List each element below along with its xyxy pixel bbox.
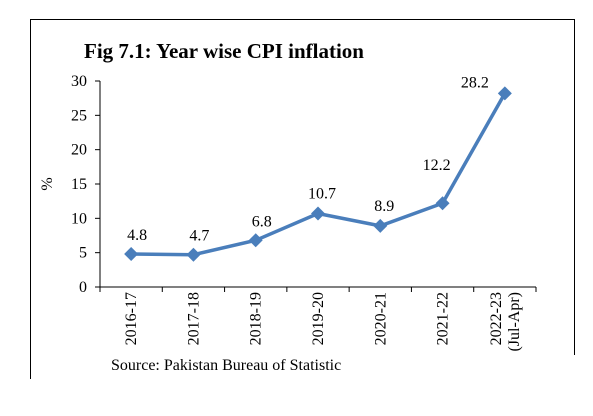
data-point-marker [373, 218, 388, 233]
y-tick-label: 5 [79, 245, 87, 262]
data-point-marker [311, 206, 325, 221]
x-tick-label: 2016-17 [123, 292, 140, 345]
y-axis-title: % [39, 177, 56, 190]
x-tick-label: 2022-23 [488, 292, 505, 345]
y-tick-label: 15 [71, 176, 87, 193]
figure-frame-left [30, 19, 31, 379]
source-note: Source: Pakistan Bureau of Statistic [111, 357, 342, 374]
data-label: 6.8 [252, 213, 272, 230]
data-point-marker [248, 233, 263, 248]
data-label: 12.2 [423, 157, 451, 174]
data-label: 4.7 [189, 228, 209, 245]
data-point-marker [435, 196, 450, 211]
y-tick-label: 30 [71, 73, 87, 90]
x-tick-label: 2019-20 [310, 292, 327, 345]
data-point-marker [186, 247, 201, 262]
data-label: 28.2 [461, 74, 489, 91]
y-tick-label: 10 [71, 210, 87, 227]
data-point-marker [497, 86, 512, 101]
data-point-marker [124, 247, 139, 262]
figure-frame-top [30, 19, 574, 20]
y-tick-label: 0 [79, 279, 87, 296]
figure-frame-right [574, 19, 575, 355]
y-tick-label: 20 [71, 142, 87, 159]
chart-title: Fig 7.1: Year wise CPI inflation [84, 39, 364, 63]
x-tick-label: (Jul-Apr) [506, 292, 523, 352]
y-tick-label: 25 [71, 107, 87, 124]
x-tick-label: 2018-19 [248, 292, 265, 345]
data-label: 8.9 [374, 198, 394, 215]
x-tick-label: 2020-21 [372, 292, 389, 345]
data-label: 10.7 [308, 186, 336, 203]
x-tick-label: 2021-22 [435, 292, 452, 345]
data-label: 4.8 [127, 227, 147, 244]
x-tick-label: 2017-18 [185, 292, 202, 345]
